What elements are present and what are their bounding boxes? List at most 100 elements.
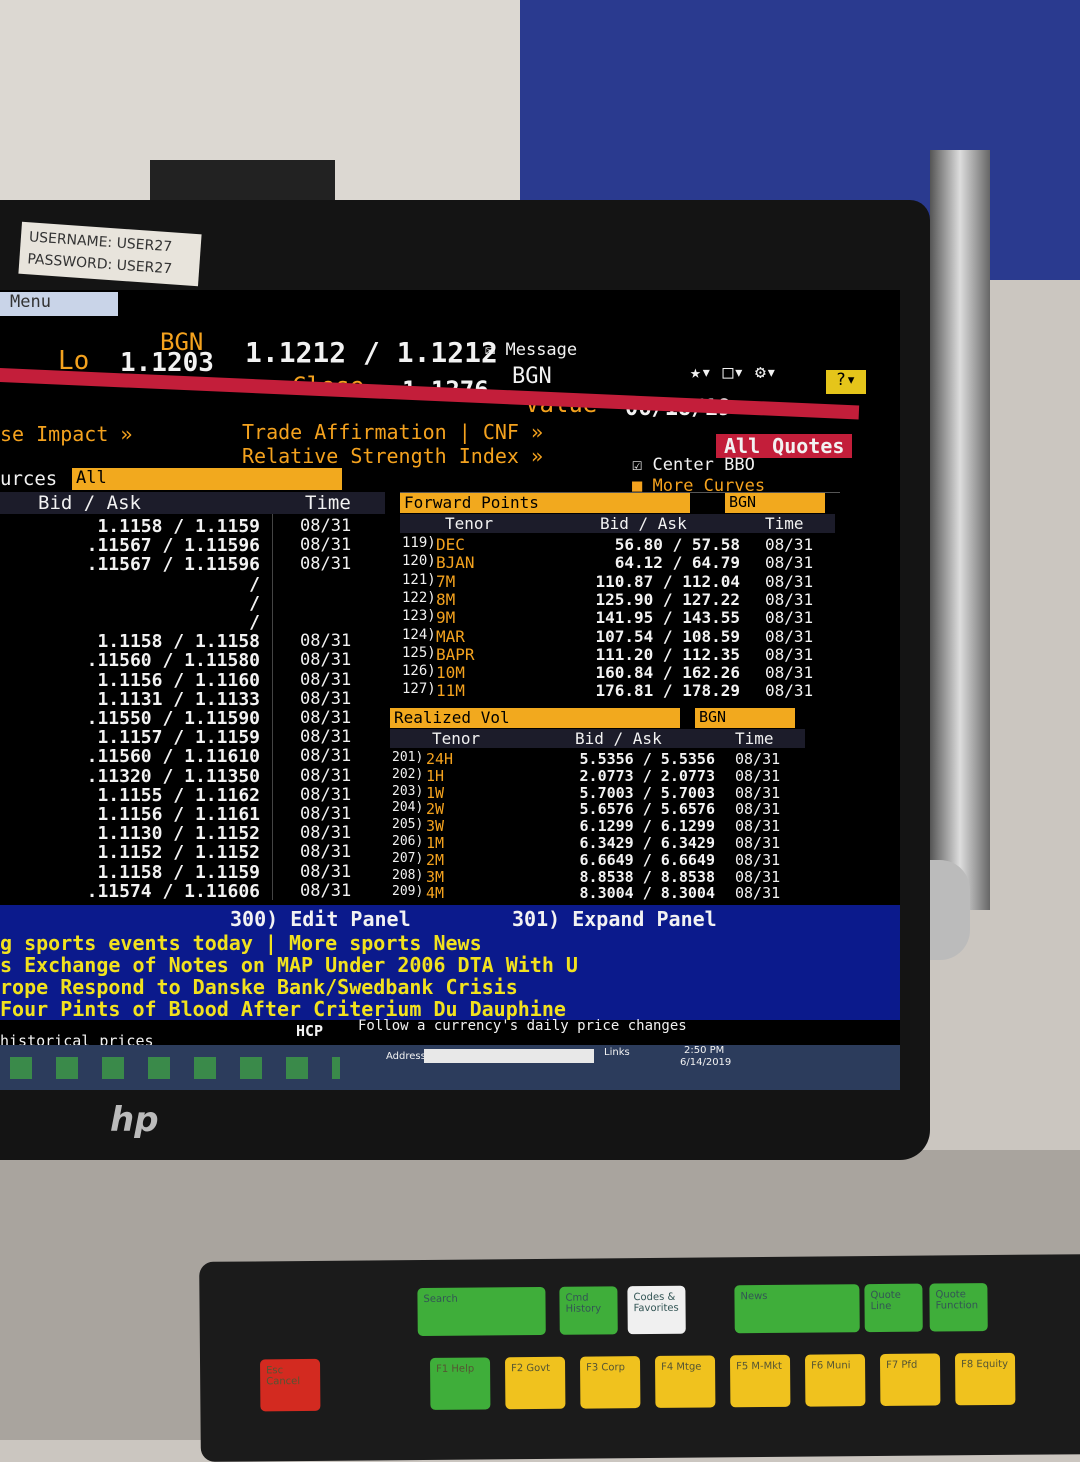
bid-ask: .11567 / 1.11596 [86,554,260,576]
keyboard-key[interactable]: F7 Pfd [879,1353,941,1406]
tenor: BAPR [436,644,475,664]
source-label: BGN [160,328,204,356]
help-button[interactable]: ?▾ [826,370,866,394]
news-headline[interactable]: g sports events today | More sports News [0,931,482,955]
row-number[interactable]: 125) [402,644,436,661]
news-headline[interactable]: s Exchange of Notes on MAP Under 2006 DT… [0,953,578,977]
quote-time: 08/31 [765,663,814,683]
brand-logo: hp [110,1100,159,1140]
keyboard-key[interactable]: F8 Equity [954,1352,1016,1406]
option-label[interactable]: More Curves [652,476,766,496]
bid-ask: 111.20 / 112.35 [595,644,741,664]
keyboard: Search Cmd History Codes & Favorites News Qu… [199,1254,1080,1462]
keyboard-key[interactable]: F3 Corp [579,1356,641,1409]
row-number[interactable]: 202) [392,766,424,782]
quote-time: 08/31 [300,631,352,652]
bid-ask-quote: 1.1212 / 1.1212 [245,336,498,369]
bid-ask: 1.1157 / 1.1159 [97,727,260,749]
quick-link[interactable]: se Impact » [0,422,133,446]
keyboard-key[interactable]: Search [417,1286,546,1337]
panel-action[interactable]: 300) Edit Panel [230,907,411,931]
row-number[interactable]: 209) [392,884,424,900]
quote-time: 08/31 [300,727,352,748]
taskbar-apps[interactable] [10,1057,340,1079]
bid-ask: 6.3429 / 6.3429 [579,834,715,852]
row-number[interactable]: 126) [402,663,436,680]
keyboard-key[interactable]: F6 Muni [804,1354,866,1407]
bid-ask: 176.81 / 178.29 [595,681,741,701]
row-number[interactable]: 127) [402,681,436,698]
bid-ask: .11567 / 1.11596 [86,535,260,557]
links-label[interactable]: Links [604,1047,630,1058]
option-checkbox[interactable]: ☑ Center BBO [632,455,755,475]
panel-title[interactable]: Realized Vol [390,708,680,728]
row-number[interactable]: 207) [392,850,424,866]
bid-ask: 160.84 / 162.26 [595,663,741,683]
panel-source[interactable]: BGN [725,493,825,513]
row-number[interactable]: 124) [402,626,436,643]
panel-source[interactable]: BGN [695,708,795,728]
row-number[interactable]: 208) [392,867,424,883]
quote-time: 08/31 [735,834,781,852]
address-field[interactable] [424,1049,594,1063]
column-header: Tenor [432,729,481,748]
row-number[interactable]: 205) [392,817,424,833]
row-number[interactable]: 123) [402,608,436,625]
keyboard-key[interactable]: F4 Mtge [654,1355,716,1408]
sources-dropdown[interactable]: All [72,468,342,490]
quick-link[interactable]: Trade Affirmation | CNF » [242,420,544,444]
option-label[interactable]: Center BBO [652,455,755,475]
quote-time: 08/31 [765,589,814,609]
row-number[interactable]: 122) [402,589,436,606]
message-label[interactable]: Message [505,340,578,360]
news-headline[interactable]: Four Pints of Blood After Criterium Du D… [0,997,566,1021]
column-header: Tenor [445,514,494,533]
keyboard-key[interactable]: Codes & Favorites [627,1285,686,1335]
keyboard-key[interactable]: F1 Help [429,1357,491,1410]
toolbar-icons[interactable]: ★▾ □▾ ⚙▾ [690,362,777,383]
taskbar: Address Links 2:50 PM 6/14/2019 [0,1045,900,1090]
tenor: 11M [436,681,465,701]
tenor: 1W [426,783,445,802]
option-checkbox[interactable]: ■ More Curves [632,476,766,496]
bid-ask: 1.1156 / 1.1160 [97,669,260,691]
row-number[interactable]: 201) [392,750,424,765]
keyboard-key[interactable]: F5 M-Mkt [729,1354,791,1408]
source-label-2: BGN [512,364,552,389]
bid-ask: 8.3004 / 8.3004 [579,884,715,903]
panel-title[interactable]: Forward Points [400,493,690,513]
row-number[interactable]: 203) [392,783,424,799]
quote-time: 08/31 [300,765,352,786]
clock-date: 6/14/2019 [680,1057,732,1068]
row-number[interactable]: 204) [392,800,424,816]
tenor: 3W [426,817,445,836]
keyboard-key[interactable]: Cmd History [559,1286,618,1335]
quote-time: 08/31 [300,823,352,844]
column-header: Time [305,492,351,514]
message-link[interactable]: ✉ Message [485,340,578,360]
menu-button[interactable]: Menu [0,292,118,316]
quick-link[interactable]: Relative Strength Index » [242,444,544,468]
row-number[interactable]: 120) [402,553,436,570]
column-header: Bid / Ask [38,492,141,514]
news-headline[interactable]: rope Respond to Danske Bank/Swedbank Cri… [0,975,518,999]
keyboard-key[interactable]: Quote Line [864,1283,923,1333]
row-number[interactable]: 206) [392,834,424,849]
bid-ask: 141.95 / 143.55 [595,608,741,628]
keyboard-key[interactable]: News [734,1284,860,1334]
row-number[interactable]: 119) [402,535,436,551]
quote-time: 08/31 [765,608,814,628]
keyboard-key[interactable]: Quote Function [929,1283,988,1332]
quote-time: 08/31 [300,516,352,536]
keyboard-key[interactable]: Esc Cancel [259,1358,321,1412]
panel-action[interactable]: 301) Expand Panel [512,907,717,931]
row-number[interactable]: 121) [402,571,436,588]
bid-ask: 1.1130 / 1.1152 [97,823,260,845]
column-header: Time [765,514,804,533]
tenor: 8M [436,589,456,609]
all-quotes-tab[interactable]: All Quotes [716,434,853,458]
column-header: Bid / Ask [600,514,687,533]
bid-ask: 5.5356 / 5.5356 [579,750,715,768]
bid-ask: 5.6576 / 5.6576 [579,800,715,819]
keyboard-key[interactable]: F2 Govt [504,1356,566,1410]
